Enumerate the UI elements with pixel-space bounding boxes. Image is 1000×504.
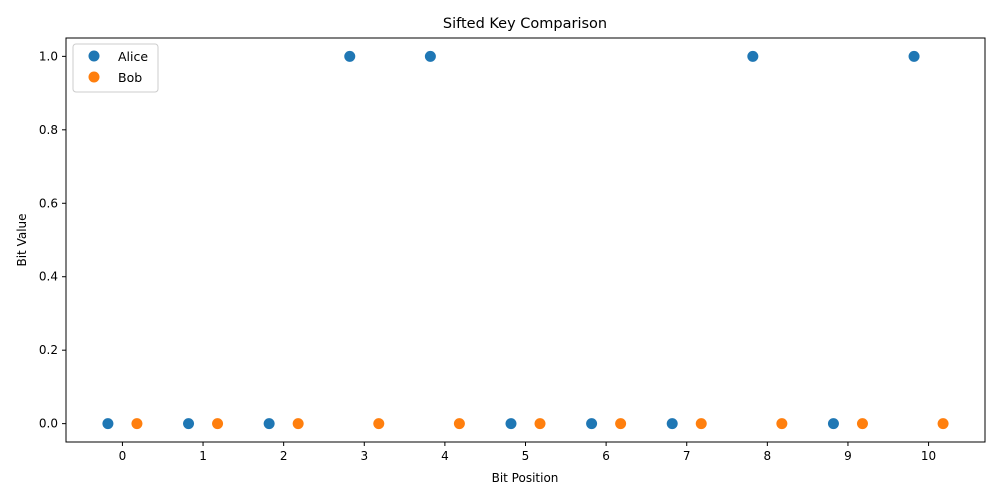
x-tick-label: 1	[199, 449, 207, 463]
point-bob	[776, 418, 788, 430]
point-alice	[666, 418, 678, 430]
point-alice	[102, 418, 114, 430]
point-bob	[212, 418, 224, 430]
point-alice	[344, 50, 356, 62]
legend: Alice Bob	[72, 43, 159, 93]
y-tick-label: 0.2	[39, 343, 58, 357]
plot-area	[102, 50, 949, 430]
y-axis: 0.0 0.2 0.4 0.6 0.8 1.0	[39, 49, 66, 431]
x-tick-label: 10	[921, 449, 936, 463]
x-tick-label: 7	[683, 449, 691, 463]
x-tick-label: 2	[280, 449, 288, 463]
y-tick-label: 0.8	[39, 123, 58, 137]
point-bob	[615, 418, 627, 430]
point-bob	[937, 418, 949, 430]
point-alice	[424, 50, 436, 62]
chart-title: Sifted Key Comparison	[443, 16, 607, 32]
axes-frame	[65, 37, 986, 443]
point-alice	[183, 418, 195, 430]
point-alice	[908, 50, 920, 62]
x-tick-label: 3	[360, 449, 368, 463]
x-tick-label: 0	[119, 449, 127, 463]
point-bob	[453, 418, 465, 430]
legend-marker-bob	[88, 71, 100, 83]
point-alice	[263, 418, 275, 430]
y-tick-label: 0.6	[39, 196, 58, 210]
point-alice	[827, 418, 839, 430]
point-alice	[505, 418, 517, 430]
point-alice	[586, 418, 598, 430]
point-bob	[373, 418, 385, 430]
y-axis-label: Bit Value	[15, 213, 29, 266]
x-tick-label: 5	[522, 449, 530, 463]
y-tick-label: 0.0	[39, 417, 58, 431]
x-tick-label: 4	[441, 449, 449, 463]
legend-marker-alice	[88, 50, 100, 62]
point-bob	[534, 418, 546, 430]
point-bob	[131, 418, 143, 430]
legend-label-bob: Bob	[118, 70, 142, 85]
x-axis: 0 1 2 3 4 5 6 7 8 9 10	[119, 442, 936, 463]
point-bob	[695, 418, 707, 430]
y-tick-label: 0.4	[39, 270, 58, 284]
x-tick-label: 6	[602, 449, 610, 463]
x-axis-label: Bit Position	[492, 471, 559, 485]
x-tick-label: 8	[764, 449, 772, 463]
y-tick-label: 1.0	[39, 49, 58, 63]
point-bob	[292, 418, 304, 430]
x-tick-label: 9	[844, 449, 852, 463]
legend-label-alice: Alice	[118, 49, 148, 64]
point-bob	[856, 418, 868, 430]
point-alice	[747, 50, 759, 62]
